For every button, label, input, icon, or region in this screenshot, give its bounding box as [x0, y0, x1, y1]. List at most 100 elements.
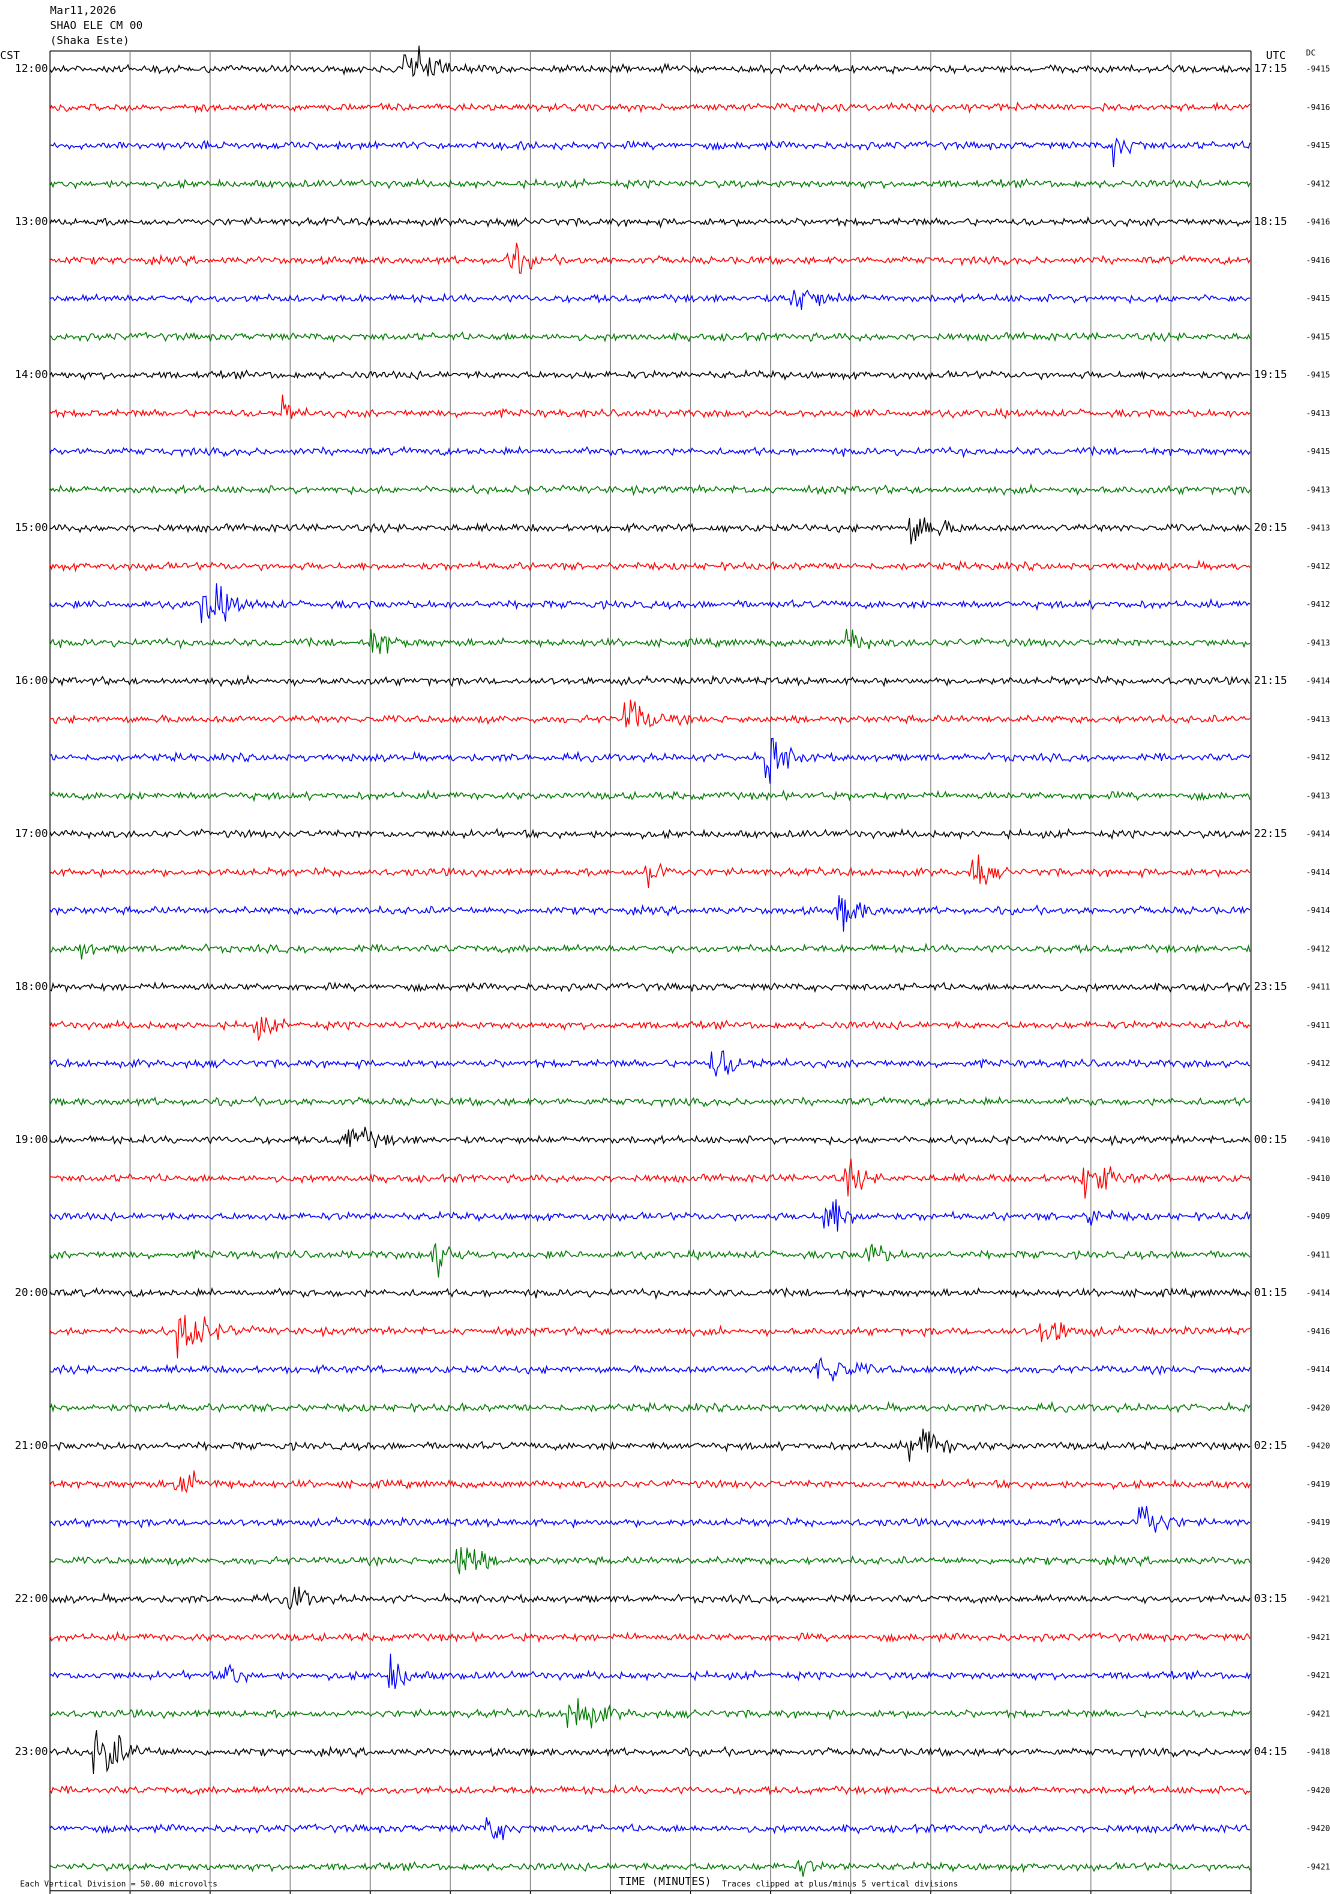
- trace: [49, 1784, 1251, 1796]
- dc-value: -9416: [1306, 1327, 1330, 1336]
- dc-value: -9410: [1306, 1097, 1330, 1106]
- dc-value: -9413: [1306, 638, 1330, 647]
- dc-value: -9412: [1306, 944, 1330, 953]
- dc-value: -9420: [1306, 1556, 1330, 1565]
- trace: [49, 854, 1251, 888]
- dc-value: -9410: [1306, 1136, 1330, 1145]
- dc-value: -9415: [1306, 447, 1330, 456]
- dc-value: -9415: [1306, 371, 1330, 380]
- dc-value: -9416: [1306, 256, 1330, 265]
- dc-value: -9415: [1306, 332, 1330, 341]
- trace: [49, 827, 1251, 841]
- trace: [49, 215, 1251, 229]
- trace: [49, 1630, 1251, 1644]
- dc-value: -9416: [1306, 103, 1330, 112]
- dc-value: -9414: [1306, 868, 1330, 877]
- utc-label: 19:15: [1254, 368, 1287, 381]
- dc-value: -9411: [1306, 1250, 1330, 1259]
- trace: [49, 242, 1251, 274]
- dc-value: -9411: [1306, 1021, 1330, 1030]
- right-axis-label: UTC: [1266, 49, 1286, 62]
- trace: [49, 331, 1251, 343]
- trace: [49, 368, 1251, 381]
- trace: [49, 1199, 1251, 1232]
- dc-value: -9411: [1306, 983, 1330, 992]
- dc-value: -9414: [1306, 830, 1330, 839]
- trace: [49, 583, 1251, 624]
- dc-value: -9415: [1306, 141, 1330, 150]
- trace: [49, 1730, 1251, 1775]
- dc-value: -9412: [1306, 562, 1330, 571]
- trace: [49, 1050, 1251, 1077]
- dc-value: -9415: [1306, 65, 1330, 74]
- cst-label: 22:00: [15, 1592, 48, 1605]
- utc-label: 20:15: [1254, 521, 1287, 534]
- dc-value: -9421: [1306, 1709, 1330, 1718]
- dc-value: -9412: [1306, 1059, 1330, 1068]
- dc-value: -9414: [1306, 1289, 1330, 1298]
- trace: [49, 1817, 1251, 1841]
- utc-label: 17:15: [1254, 62, 1287, 75]
- trace: [49, 789, 1251, 803]
- station: SHAO ELE CM 00: [50, 19, 143, 32]
- trace: [49, 1243, 1251, 1278]
- utc-label: 22:15: [1254, 827, 1287, 840]
- trace: [49, 1428, 1251, 1462]
- trace: [49, 559, 1251, 573]
- dc-value: -9413: [1306, 791, 1330, 800]
- trace: [49, 942, 1251, 960]
- cst-label: 19:00: [15, 1133, 48, 1146]
- trace: [49, 981, 1251, 994]
- dc-value: -9415: [1306, 294, 1330, 303]
- dc-value: -9421: [1306, 1633, 1330, 1642]
- cst-label: 16:00: [15, 674, 48, 687]
- date: Mar11,2026: [50, 4, 116, 17]
- clip-note: Traces clipped at plus/minus 5 vertical …: [722, 1880, 958, 1889]
- trace: [49, 1653, 1251, 1689]
- cst-label: 21:00: [15, 1439, 48, 1452]
- trace: [49, 517, 1251, 545]
- trace: [49, 1506, 1251, 1533]
- dc-value: -9419: [1306, 1518, 1330, 1527]
- dc-value: -9413: [1306, 715, 1330, 724]
- dc-value: -9413: [1306, 409, 1330, 418]
- dc-value: -9419: [1306, 1480, 1330, 1489]
- trace: [49, 137, 1251, 168]
- trace: [49, 1356, 1251, 1382]
- trace: [49, 289, 1251, 311]
- trace: [49, 699, 1251, 728]
- trace: [49, 737, 1251, 784]
- dc-value: -9420: [1306, 1824, 1330, 1833]
- dc-value: -9414: [1306, 906, 1330, 915]
- dc-value: -9420: [1306, 1403, 1330, 1412]
- trace: [50, 1158, 1251, 1199]
- trace: [49, 895, 1251, 932]
- dc-value: -9421: [1306, 1671, 1330, 1680]
- trace: [49, 101, 1251, 114]
- cst-label: 23:00: [15, 1745, 48, 1758]
- dc-value: -9414: [1306, 677, 1330, 686]
- cst-label: 17:00: [15, 827, 48, 840]
- dc-value: -9413: [1306, 485, 1330, 494]
- dc-value: -9410: [1306, 1174, 1330, 1183]
- trace: [49, 1859, 1251, 1877]
- dc-value: -9412: [1306, 600, 1330, 609]
- trace: [49, 1470, 1251, 1494]
- utc-label: 18:15: [1254, 215, 1287, 228]
- cst-label: 20:00: [15, 1286, 48, 1299]
- trace: [49, 1698, 1251, 1729]
- scale-note: Each Vertical Division = 50.00 microvolt…: [20, 1880, 218, 1889]
- dc-value: -9412: [1306, 179, 1330, 188]
- trace: [49, 1400, 1251, 1414]
- utc-label: 00:15: [1254, 1133, 1287, 1146]
- dc-value: -9420: [1306, 1786, 1330, 1795]
- cst-label: 12:00: [15, 62, 48, 75]
- trace: [49, 1286, 1251, 1300]
- left-axis-label: CST: [0, 49, 20, 62]
- utc-label: 04:15: [1254, 1745, 1287, 1758]
- dc-value: -9413: [1306, 524, 1330, 533]
- x-axis-title: TIME (MINUTES): [619, 1875, 712, 1888]
- cst-label: 15:00: [15, 521, 48, 534]
- trace: [49, 445, 1251, 459]
